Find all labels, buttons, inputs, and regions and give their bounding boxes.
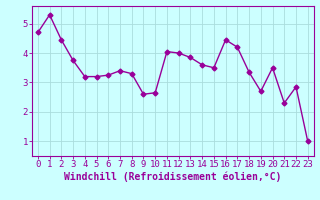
X-axis label: Windchill (Refroidissement éolien,°C): Windchill (Refroidissement éolien,°C): [64, 172, 282, 182]
